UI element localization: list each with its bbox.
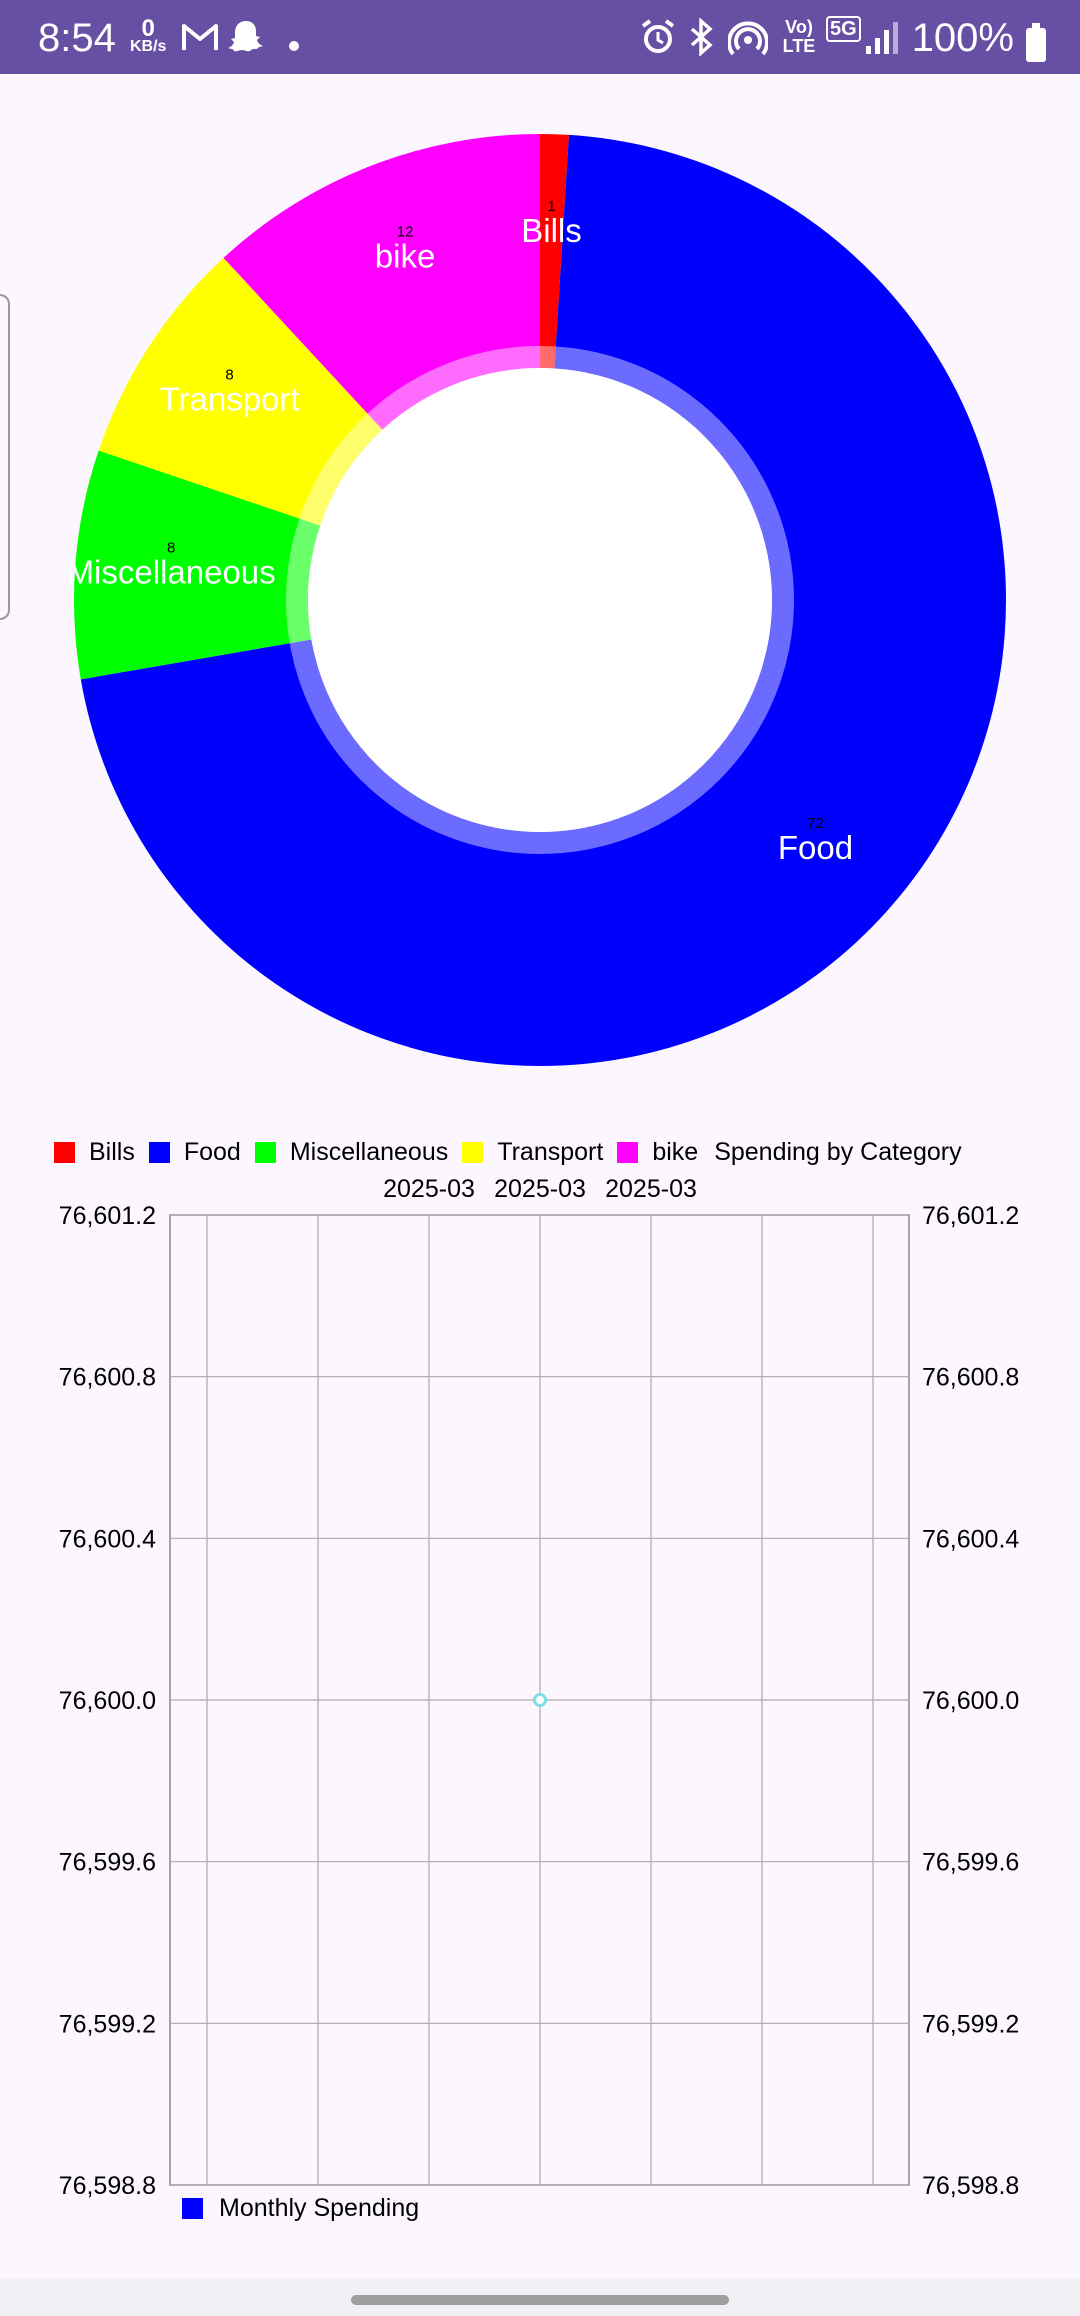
alarm-icon [641, 19, 675, 53]
legend-swatch-bike [617, 1141, 639, 1163]
y-tick-label-right: 76,598.8 [922, 2172, 1019, 2200]
legend-item-bike: bike [617, 1138, 698, 1167]
data-point-monthly-spending[interactable] [533, 1693, 547, 1707]
legend-label-bike: bike [652, 1137, 699, 1166]
slice-value-bills: 1 [547, 198, 555, 215]
y-tick-label-left: 76,599.2 [59, 2010, 156, 2038]
x-tick-label: 2025-03 [494, 1175, 586, 1203]
legend-swatch-bills [54, 1141, 75, 1163]
bluetooth-icon [690, 18, 713, 56]
y-tick-label-left: 76,600.8 [59, 1364, 156, 1392]
legend-swatch-monthly-spending [182, 2198, 203, 2219]
legend-item-bills: Bills [54, 1138, 135, 1167]
y-tick-label-left: 76,599.6 [59, 1849, 156, 1877]
slice-bills[interactable] [540, 134, 569, 369]
y-tick-label-right: 76,599.2 [922, 2010, 1019, 2038]
y-tick-label-left: 76,600.4 [59, 1525, 156, 1553]
y-tick-label-right: 76,600.0 [922, 1687, 1019, 1715]
legend-label-monthly-spending: Monthly Spending [219, 2194, 420, 2222]
plot-frame [169, 1214, 910, 2186]
x-tick-label: 2025-03 [383, 1175, 475, 1203]
legend-swatch-transport [462, 1141, 484, 1163]
line-legend: Monthly Spending [182, 2194, 419, 2223]
navigation-bar [0, 2278, 1080, 2316]
status-time: 8:54 [38, 16, 116, 60]
slice-label-bills: Bills [521, 212, 582, 249]
legend-label-bills: Bills [89, 1137, 135, 1166]
y-tick-label-right: 76,601.2 [922, 1202, 1019, 1230]
signal-icon [866, 22, 898, 54]
slice-label-bike: bike [375, 237, 436, 274]
snapchat-icon [228, 21, 263, 52]
slice-food[interactable] [80, 134, 1007, 1066]
legend-label-miscellaneous: Miscellaneous [289, 1137, 449, 1166]
slice-label-miscellaneous: Miscellaneous [67, 553, 276, 590]
y-tick-label-left: 76,601.2 [59, 1202, 156, 1230]
status-bar: 8:54 0 KB/s Vo) LTE 5G 100% [0, 0, 1080, 74]
legend-item-transport: Transport [462, 1138, 603, 1167]
slice-bike[interactable] [223, 134, 540, 430]
slice-miscellaneous[interactable] [74, 450, 321, 680]
slice-transport[interactable] [98, 257, 383, 526]
dot-icon [289, 41, 299, 51]
y-tick-label-right: 76,599.6 [922, 1849, 1019, 1877]
legend-item-miscellaneous: Miscellaneous [254, 1137, 449, 1167]
donut-hole [308, 368, 772, 832]
legend-swatch-miscellaneous [254, 1141, 276, 1163]
5g-icon: 5G [826, 16, 861, 42]
battery-icon [1026, 23, 1046, 62]
legend-label-transport: Transport [497, 1137, 604, 1166]
chart-description: Spending by Category [714, 1137, 962, 1166]
network-speed: 0 KB/s [130, 15, 167, 56]
gmail-icon [182, 24, 218, 50]
y-tick-label-left: 76,598.8 [59, 2172, 156, 2200]
y-tick-label-right: 76,600.4 [922, 1525, 1019, 1553]
hotspot-icon [728, 21, 768, 56]
donut-inner-ring [286, 346, 794, 854]
volte-icon: Vo) LTE [782, 17, 816, 56]
legend-label-food: Food [183, 1137, 241, 1166]
donut-chart[interactable]: Bills1Food72Miscellaneous8Transport8bike… [0, 74, 1080, 1114]
pie-legend: Bills Food Miscellaneous Transport bike Spend… [54, 1134, 962, 1170]
slice-value-transport: 8 [225, 367, 233, 384]
slice-value-bike: 12 [397, 223, 414, 240]
gesture-handle[interactable] [351, 2295, 729, 2305]
slice-label-food: Food [778, 829, 853, 866]
legend-swatch-food [148, 1141, 170, 1163]
slice-value-miscellaneous: 8 [167, 539, 175, 556]
battery-percent: 100% [911, 16, 1014, 60]
slice-value-food: 72 [807, 815, 824, 832]
legend-item-food: Food [148, 1137, 241, 1167]
x-tick-label: 2025-03 [605, 1175, 697, 1203]
y-tick-label-left: 76,600.0 [59, 1687, 156, 1715]
slice-label-transport: Transport [160, 381, 300, 418]
y-tick-label-right: 76,600.8 [922, 1364, 1019, 1392]
